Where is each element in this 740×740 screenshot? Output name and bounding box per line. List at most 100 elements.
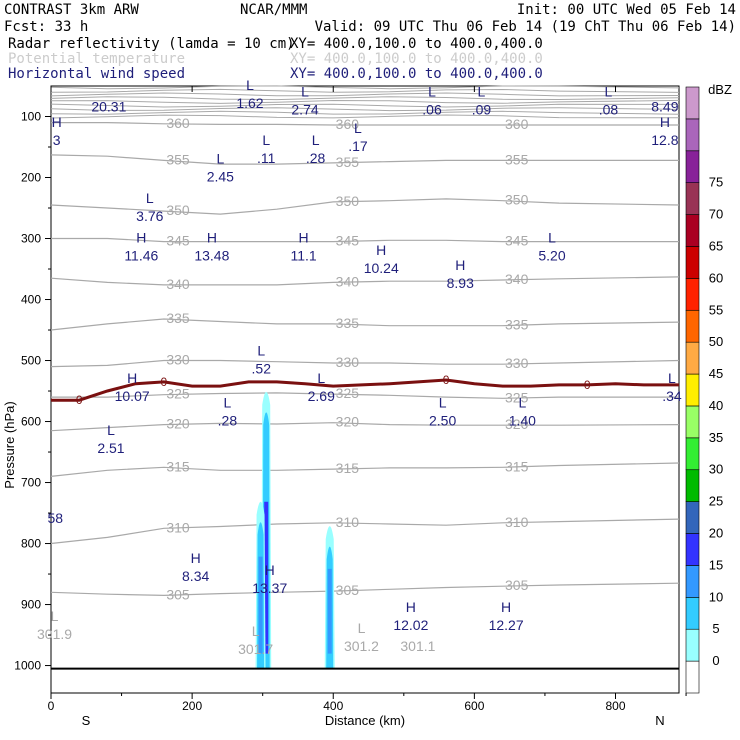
colorbar-swatch <box>685 437 700 471</box>
colorbar-label: 70 <box>709 207 723 222</box>
upper-isentrope-band <box>50 85 680 119</box>
colorbar-swatch <box>685 501 700 534</box>
extremum-marker: L <box>257 343 265 359</box>
extremum-marker: L <box>216 150 224 166</box>
x-tick-label: 400 <box>323 699 343 713</box>
extremum-value: 11.1 <box>291 248 317 264</box>
theta-contour-label: 345 <box>505 233 529 249</box>
freezing-level-label: 0 <box>76 393 83 407</box>
valid-time: Valid: 09 UTC Thu 06 Feb 14 (19 ChT Thu … <box>315 19 736 35</box>
y-tick-label: 200 <box>21 171 41 185</box>
extremum-value: 1.62 <box>236 95 263 111</box>
theta-contour-label: 320 <box>166 416 190 432</box>
colorbar-label: 15 <box>709 557 723 572</box>
reflectivity-cell-core <box>258 556 263 654</box>
theta-contour-label: 340 <box>336 273 360 289</box>
reflectivity-cell-core <box>327 568 332 654</box>
theta-contour-label: 310 <box>505 514 529 530</box>
theta-contour-label: 360 <box>166 115 190 131</box>
extremum-marker: L <box>262 132 270 148</box>
extremum-value: .52 <box>252 361 272 377</box>
colorbar-label: 75 <box>709 175 723 190</box>
freezing-level-label: 0 <box>584 378 591 392</box>
extremum-marker: L <box>668 370 676 386</box>
reflectivity-cells <box>255 391 335 669</box>
theta-contour-label: 355 <box>166 151 190 167</box>
colorbar-swatch <box>685 597 700 630</box>
y-tick-label: 300 <box>21 232 41 246</box>
theta-contour-label: 340 <box>505 271 529 287</box>
y-tick-label: 400 <box>21 293 41 307</box>
extremum-value: 10.07 <box>115 388 150 404</box>
extremum-marker: H <box>299 230 309 246</box>
extremum-marker: L <box>312 132 320 148</box>
colorbar-swatch <box>685 309 700 343</box>
colorbar-swatch <box>685 118 700 152</box>
theta-contour-label: 335 <box>166 310 190 326</box>
freezing-level-label: 0 <box>161 375 168 389</box>
theta-contour-line <box>50 462 680 477</box>
extremum-marker: H <box>127 370 137 386</box>
theta-contour-label: 325 <box>166 386 190 402</box>
theta-contour-line <box>50 276 680 286</box>
extremum-marker: L <box>224 394 232 410</box>
extremum-value: .34 <box>662 388 682 404</box>
theta-contour-label: 315 <box>166 458 190 474</box>
extremum-value: 8.34 <box>182 568 209 584</box>
extremum-marker: H <box>406 599 416 615</box>
field-1-xy: XY= 400.0,100.0 to 400.0,400.0 <box>290 36 543 52</box>
extremum-value: .08 <box>599 101 619 117</box>
extremum-marker: L <box>518 394 526 410</box>
y-tick-label: 900 <box>21 598 41 612</box>
colorbar-swatch <box>685 628 700 662</box>
theta-contour-label: 305 <box>505 577 529 593</box>
surface-theta-value: 301.1 <box>400 638 435 654</box>
theta-contour-label: 350 <box>166 202 190 218</box>
extremum-marker: H <box>455 257 465 273</box>
colorbar-swatch <box>685 246 700 279</box>
theta-contour-line <box>50 198 680 215</box>
colorbar-label: 40 <box>709 398 723 413</box>
x-tick-label: 200 <box>182 699 202 713</box>
extremum-marker: H <box>376 242 386 258</box>
colorbar-swatch <box>685 469 700 502</box>
extremum-marker: H <box>191 550 201 566</box>
theta-contour-label: 345 <box>336 233 360 249</box>
extremum-value: 2.74 <box>291 101 318 117</box>
extremum-value: 8.93 <box>447 275 474 291</box>
extremum-marker: L <box>317 370 325 386</box>
y-tick-label: 600 <box>21 415 41 429</box>
upper-isentrope-line <box>50 92 680 97</box>
extremum-value: 1.40 <box>509 412 536 428</box>
field-3-name: Horizontal wind speed <box>8 66 185 82</box>
upper-isentrope-line <box>50 88 680 93</box>
field-2-name: Potential temperature <box>8 51 185 67</box>
x-axis-label: Distance (km) <box>325 713 405 728</box>
theta-contour-label: 330 <box>336 354 360 370</box>
colorbar-label: 30 <box>709 462 723 477</box>
extremum-value: 13.48 <box>194 248 229 264</box>
theta-contour-line <box>50 359 680 368</box>
upper-isentrope-line <box>50 99 680 104</box>
upper-isentrope-line <box>50 110 680 115</box>
extremum-value: .28 <box>218 412 238 428</box>
theta-contour-line <box>50 318 680 331</box>
colorbar-label: 60 <box>709 270 723 285</box>
extremum-value: 2.45 <box>207 168 234 184</box>
theta-contour-line <box>50 422 680 432</box>
extremum-marker: H <box>136 230 146 246</box>
surface-theta-value: 301.7 <box>238 641 273 657</box>
colorbar-label: 25 <box>709 494 723 509</box>
theta-contour-label: 315 <box>505 458 529 474</box>
extremum-value: .06 <box>422 101 442 117</box>
colorbar-label: 50 <box>709 334 723 349</box>
colorbar-label: 0 <box>712 653 719 668</box>
x-end-label-south: S <box>82 713 91 728</box>
upper-isentrope-line <box>50 114 680 119</box>
field-3-xy: XY= 400.0,100.0 to 400.0,400.0 <box>290 66 543 82</box>
theta-contour-line <box>50 518 680 545</box>
x-tick-label: 800 <box>605 699 625 713</box>
theta-contour-label: 315 <box>336 460 360 476</box>
extremum-value: .17 <box>348 138 368 154</box>
extremum-value: .28 <box>306 150 326 166</box>
